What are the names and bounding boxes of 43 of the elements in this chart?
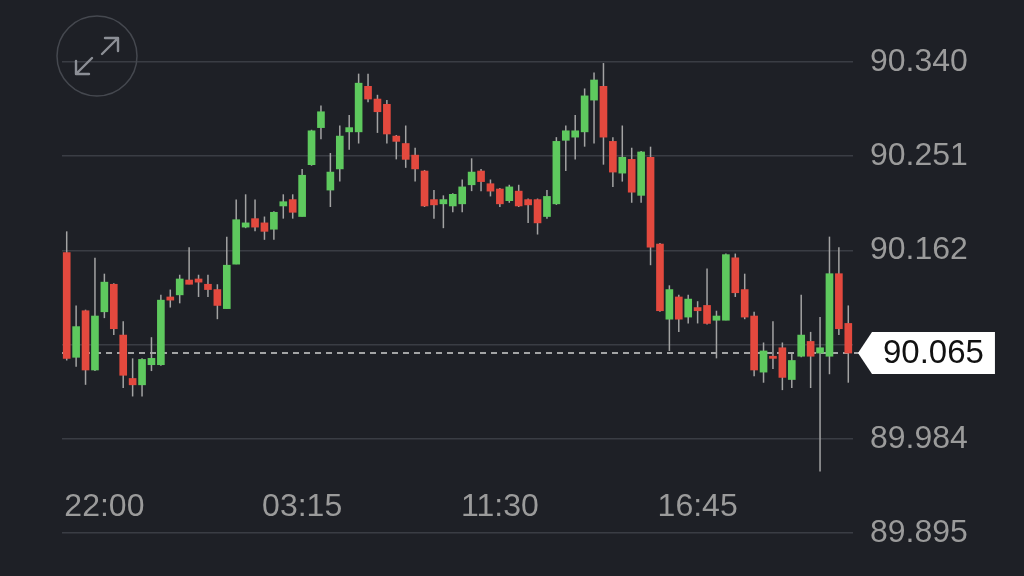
candlestick <box>769 320 777 370</box>
ref-line-label: 90.065 <box>883 333 984 371</box>
candlestick <box>364 72 372 103</box>
candlestick <box>279 193 288 220</box>
candlestick <box>618 124 627 183</box>
y-tick-label: 90.340 <box>870 41 968 78</box>
x-tick-label: 16:45 <box>657 486 738 523</box>
candlestick <box>674 294 683 333</box>
candlestick <box>496 187 504 208</box>
candlestick <box>590 71 598 145</box>
candlestick <box>806 331 815 389</box>
candlestick <box>260 215 269 241</box>
candlestick <box>204 273 212 298</box>
candlestick <box>430 189 438 220</box>
candlestick <box>251 198 259 233</box>
x-tick-label: 03:15 <box>262 486 343 523</box>
y-tick-label: 89.895 <box>870 512 968 549</box>
candlestick <box>797 294 806 359</box>
y-tick-label: 89.984 <box>870 418 968 455</box>
candlestick <box>213 283 222 320</box>
y-tick-label: 90.162 <box>870 230 968 267</box>
candlestick <box>533 197 542 236</box>
candlestick <box>712 309 721 360</box>
candlestick <box>147 336 156 372</box>
candlestick <box>703 267 711 326</box>
candlestick <box>787 351 796 389</box>
candlestick <box>175 273 184 305</box>
candlestick <box>816 316 824 473</box>
candlestick <box>477 168 485 192</box>
candlestick <box>317 104 325 141</box>
x-tick-label: 22:00 <box>64 486 145 523</box>
x-tick-label: 11:30 <box>461 486 539 523</box>
candlestick <box>392 134 401 161</box>
candlestick <box>270 210 278 241</box>
candlestick <box>345 114 354 151</box>
candlestick <box>439 194 448 229</box>
candlestick <box>684 294 693 325</box>
candlestick <box>543 189 551 220</box>
y-tick-label: 90.251 <box>870 136 968 173</box>
candlestick <box>693 300 702 325</box>
candlestick <box>288 193 297 220</box>
candlestick <box>128 357 137 398</box>
candlestick <box>185 246 193 286</box>
